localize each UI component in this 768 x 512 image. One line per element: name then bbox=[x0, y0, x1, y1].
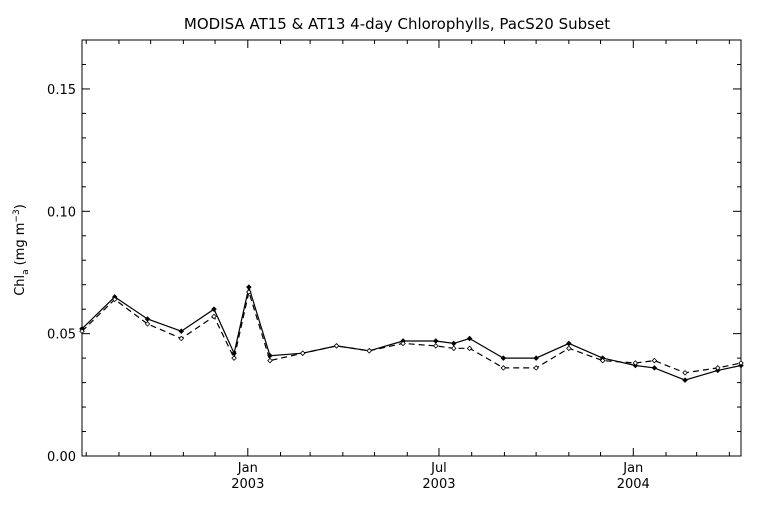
plot-frame bbox=[81, 39, 742, 457]
data-point-dashed bbox=[79, 328, 85, 334]
data-point-solid bbox=[450, 340, 457, 347]
y-label-units-close: ) bbox=[13, 204, 28, 209]
series-line-dashed bbox=[81, 289, 742, 374]
x-tick-year-label: 2004 bbox=[617, 477, 650, 492]
data-point-dashed bbox=[566, 345, 572, 352]
data-point-dashed bbox=[715, 365, 721, 371]
y-label-sub: a bbox=[21, 269, 31, 275]
data-point-dashed bbox=[599, 357, 606, 364]
data-point-dashed bbox=[500, 365, 507, 371]
series-layer bbox=[79, 284, 744, 383]
data-point-dashed bbox=[682, 370, 688, 376]
chart-title: MODISA AT15 & AT13 4-day Chlorophylls, P… bbox=[184, 15, 610, 33]
data-point-dashed bbox=[450, 345, 457, 352]
data-point-solid bbox=[566, 340, 572, 347]
data-point-dashed bbox=[267, 357, 273, 364]
data-point-dashed bbox=[632, 360, 639, 366]
data-point-dashed bbox=[433, 343, 439, 349]
x-tick-month-label: Jan bbox=[622, 461, 643, 476]
data-point-solid bbox=[682, 377, 688, 383]
y-tick-label: 0.05 bbox=[47, 328, 76, 343]
data-point-solid bbox=[433, 338, 439, 344]
data-point-dashed bbox=[366, 348, 373, 354]
data-point-dashed bbox=[333, 343, 340, 349]
data-point-dashed bbox=[651, 357, 658, 364]
data-point-dashed bbox=[231, 355, 237, 361]
y-label-units-open: (mg m bbox=[13, 223, 28, 266]
x-tick-month-label: Jan bbox=[237, 461, 258, 476]
x-tick-year-label: 2003 bbox=[422, 477, 455, 492]
data-point-solid bbox=[651, 365, 658, 371]
data-point-solid bbox=[533, 355, 539, 361]
y-axis: 0.00 0.05 0.10 0.15 bbox=[47, 39, 741, 465]
data-point-solid bbox=[466, 335, 473, 342]
y-tick-label: 0.10 bbox=[47, 205, 76, 220]
data-point-dashed bbox=[738, 360, 744, 366]
plot-border bbox=[81, 39, 742, 457]
y-tick-label: 0.00 bbox=[47, 450, 76, 465]
x-tick-year-label: 2003 bbox=[231, 477, 264, 492]
data-point-dashed bbox=[246, 289, 252, 295]
data-point-dashed bbox=[299, 350, 306, 356]
data-point-dashed bbox=[400, 340, 406, 347]
y-tick-label: 0.15 bbox=[47, 83, 76, 98]
y-label-main: Chl bbox=[13, 275, 28, 296]
data-point-solid bbox=[211, 306, 217, 312]
data-point-dashed bbox=[111, 296, 118, 303]
data-point-dashed bbox=[211, 313, 217, 320]
y-axis-label: Chla (mg m−3) bbox=[12, 204, 31, 296]
series-line-solid bbox=[81, 284, 742, 381]
data-point-solid bbox=[246, 284, 252, 290]
data-point-solid bbox=[178, 328, 185, 334]
x-tick-month-label: Jul bbox=[430, 461, 447, 476]
data-point-solid bbox=[500, 355, 507, 361]
y-label-units-sup: −3 bbox=[12, 209, 22, 222]
data-point-dashed bbox=[178, 335, 185, 342]
data-point-dashed bbox=[533, 365, 539, 371]
data-point-dashed bbox=[144, 321, 151, 327]
data-point-dashed bbox=[466, 345, 473, 352]
